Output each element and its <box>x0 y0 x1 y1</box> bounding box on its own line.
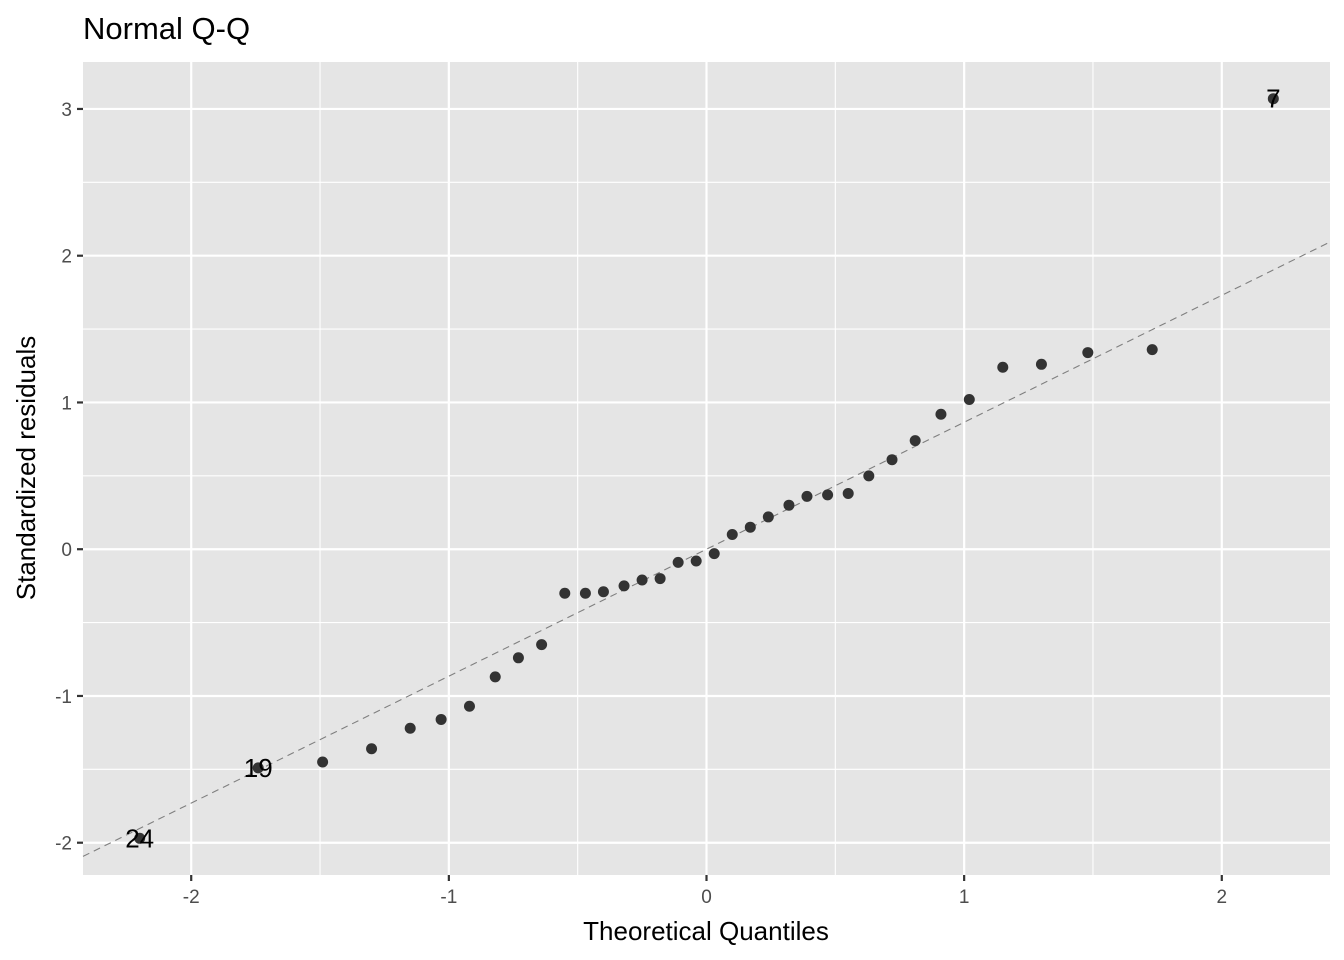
data-point <box>842 487 854 499</box>
data-point <box>762 511 774 523</box>
reference-line <box>82 241 1331 857</box>
x-tick-label: 1 <box>959 887 970 908</box>
point-label: 24 <box>125 823 154 853</box>
data-point <box>690 555 702 567</box>
data-point <box>997 361 1009 373</box>
data-point <box>726 529 738 541</box>
data-point <box>1035 358 1047 370</box>
plot-title: Normal Q-Q <box>83 11 250 46</box>
data-point <box>744 521 756 533</box>
data-point <box>636 574 648 586</box>
reference-line-group <box>82 241 1331 857</box>
data-point <box>559 587 571 599</box>
data-point <box>708 548 720 560</box>
data-point <box>512 652 524 664</box>
data-point <box>404 722 416 734</box>
data-point <box>886 454 898 466</box>
data-point <box>618 580 630 592</box>
grid-lines <box>83 62 1330 875</box>
data-point <box>1082 347 1094 359</box>
data-point <box>909 435 921 447</box>
y-tick-label: 2 <box>61 247 72 268</box>
data-point <box>134 832 146 844</box>
axes: -2 -1 0 1 2 -2 -1 0 1 2 3 <box>55 100 1227 908</box>
data-point <box>783 499 795 511</box>
point-label: 7 <box>1266 84 1280 114</box>
data-point <box>252 762 264 774</box>
data-point <box>863 470 875 482</box>
point-label: 19 <box>244 753 273 783</box>
data-point <box>1267 93 1279 105</box>
data-point <box>366 743 378 755</box>
data-point <box>489 671 501 683</box>
data-point <box>579 587 591 599</box>
data-point <box>1146 344 1158 356</box>
data-point <box>963 394 975 406</box>
y-axis-title: Standardized residuals <box>11 336 41 601</box>
y-tick-label: 1 <box>61 393 72 414</box>
y-tick-label: 0 <box>61 540 72 561</box>
y-tick-label: -2 <box>55 834 72 855</box>
x-tick-label: -2 <box>183 887 200 908</box>
data-point <box>654 573 666 585</box>
point-labels: 7 19 24 <box>125 84 1280 854</box>
data-points <box>134 93 1279 844</box>
x-axis-title: Theoretical Quantiles <box>583 916 829 946</box>
data-point <box>801 490 813 502</box>
data-point <box>597 586 609 598</box>
data-point <box>317 756 329 768</box>
x-tick-label: 2 <box>1217 887 1228 908</box>
data-point <box>822 489 834 501</box>
data-point <box>435 713 447 725</box>
data-point <box>536 639 548 651</box>
y-tick-label: -1 <box>55 687 72 708</box>
x-tick-label: 0 <box>701 887 712 908</box>
data-point <box>672 556 684 568</box>
x-tick-label: -1 <box>440 887 457 908</box>
data-point <box>463 700 475 712</box>
y-tick-label: 3 <box>61 100 72 121</box>
data-point <box>935 408 947 420</box>
